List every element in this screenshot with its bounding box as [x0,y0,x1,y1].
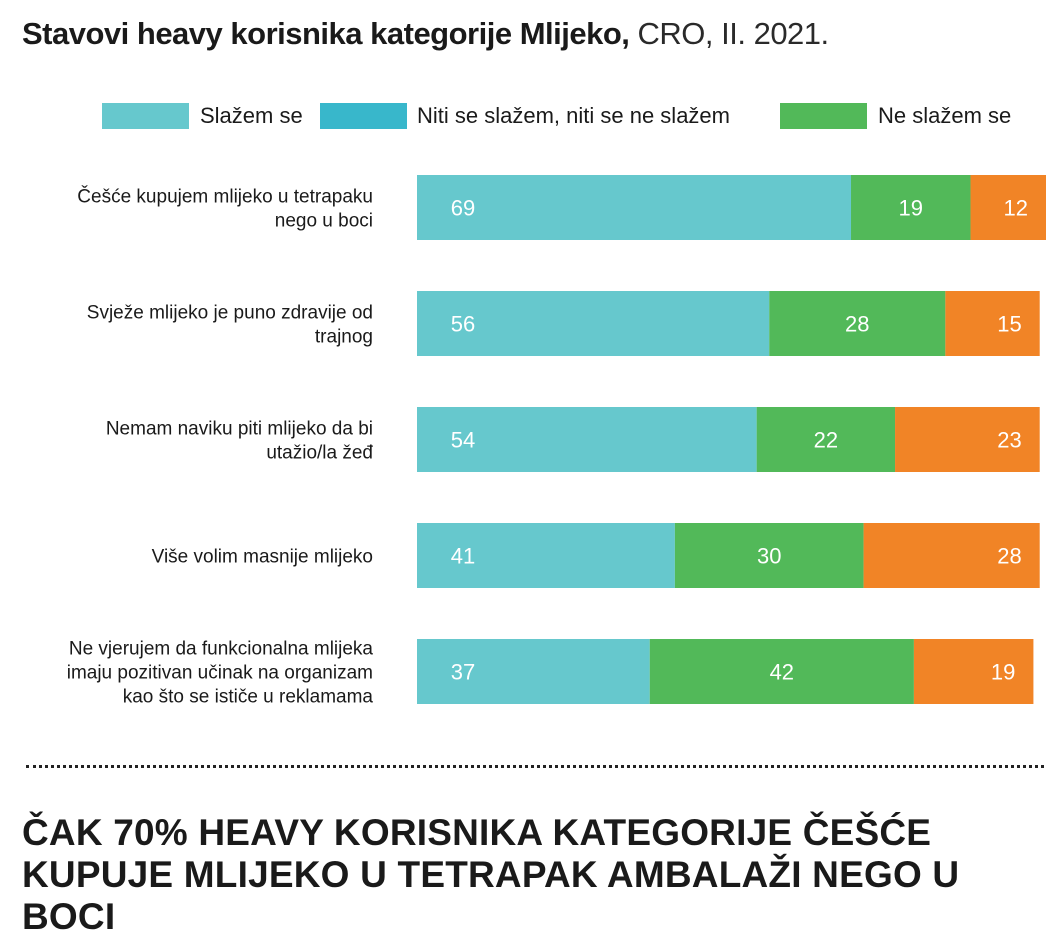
bar-segment [417,407,757,472]
bar-segment [895,407,1040,472]
category-label: Svježe mlijeko je puno zdravije od [87,303,373,324]
bar-value-label: 12 [1004,196,1028,221]
bar-value-label: 28 [845,312,869,337]
bar-segment [417,175,852,240]
category-label: Više volim masnije mlijeko [152,547,373,568]
stacked-bar-chart: Češće kupujem mlijeko u tetrapaku nego u … [67,175,1046,708]
bar-segment [769,291,946,356]
legend-swatch-agree [102,103,189,129]
legend: Slažem se Niti se slažem, niti se ne sla… [0,103,1058,131]
bar-value-label: 42 [770,660,794,685]
headline: ČAK 70% HEAVY KORISNIKA KATEGORIJE ČEŠĆE… [22,812,960,937]
bar-value-label: 56 [451,312,475,337]
legend-swatch-disagree [780,103,867,129]
category-label: Nemam naviku piti mlijeko da bi [106,419,373,440]
bar-segment [863,523,1040,588]
bar-segment [913,639,1034,704]
category-label: trajnog [315,327,373,348]
bar-value-label: 28 [997,544,1021,569]
bar-value-label: 19 [899,196,923,221]
chart-title-bold: Stavovi heavy korisnika kategorije Mlije… [22,16,630,51]
chart-title-subtitle: CRO, II. 2021. [637,16,830,51]
bar-value-label: 41 [451,544,475,569]
legend-label-disagree: Ne slažem se [878,103,1012,128]
bar-value-label: 22 [814,428,838,453]
bar-value-label: 69 [451,196,475,221]
bar-segment [756,407,896,472]
bar-value-label: 30 [757,544,781,569]
bar-value-label: 37 [451,660,475,685]
bar-value-label: 23 [997,428,1021,453]
legend-label-agree: Slažem se [200,103,303,128]
bar-segment [851,175,971,240]
bar-segment [417,639,650,704]
bar-segment [945,291,1040,356]
category-label: Češće kupujem mlijeko u tetrapaku [77,186,373,208]
category-label: imaju pozitivan učinak na organizam [67,663,373,684]
bar-segment [970,175,1046,240]
category-label: nego u boci [275,211,373,232]
category-label: utažio/la žeđ [266,443,373,464]
category-label: Ne vjerujem da funkcionalna mlijeka [69,639,374,660]
bar-segment [417,523,675,588]
bar-segment [674,523,864,588]
bar-segment [649,639,914,704]
bar-segment [417,291,770,356]
chart-title: Stavovi heavy korisnika kategorije Mlije… [22,16,829,52]
dotted-divider [26,765,1044,768]
bar-value-label: 54 [451,428,475,453]
category-label: kao što se ističe u reklamama [123,687,374,708]
bar-value-label: 19 [991,660,1015,685]
legend-swatch-neutral [320,103,407,129]
bar-value-label: 15 [997,312,1021,337]
legend-label-neutral: Niti se slažem, niti se ne slažem [417,103,730,128]
